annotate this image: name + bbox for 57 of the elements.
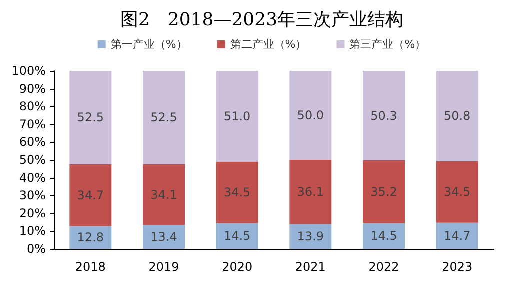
y-tick-label: 60% (19, 135, 46, 150)
y-tick-label: 90% (19, 82, 46, 96)
legend-label: 第一产业（%） (110, 38, 188, 51)
data-label: 14.5 (224, 229, 251, 244)
data-label: 13.4 (150, 230, 178, 244)
bar (290, 224, 332, 249)
data-label: 34.5 (444, 185, 471, 200)
data-label: 51.0 (224, 109, 251, 124)
data-label: 52.5 (77, 110, 104, 125)
data-label: 14.7 (444, 228, 471, 243)
legend-label: 第二产业（%） (230, 38, 307, 51)
x-tick-label: 2023 (442, 260, 473, 274)
bar (70, 226, 112, 249)
data-label: 50.8 (444, 109, 471, 124)
bar (143, 164, 185, 226)
bar (290, 71, 332, 160)
bar (290, 160, 332, 224)
chart-title: 图2 2018—2023年三次产业结构 (120, 10, 404, 30)
bar (216, 223, 258, 249)
bar (216, 162, 258, 224)
y-tick-label: 30% (19, 188, 46, 203)
x-tick-label: 2018 (75, 260, 106, 274)
y-tick-label: 80% (19, 100, 46, 114)
bar (216, 71, 258, 162)
data-label: 14.5 (370, 229, 398, 244)
data-label: 35.2 (370, 184, 398, 199)
data-label: 50.3 (370, 108, 398, 123)
data-label: 12.8 (77, 230, 104, 245)
data-label: 52.5 (150, 110, 178, 125)
bar (363, 160, 405, 224)
x-tick-label: 2020 (222, 260, 253, 274)
bar (70, 164, 112, 226)
data-label: 34.7 (77, 188, 104, 202)
bar (363, 71, 405, 161)
bar (143, 71, 185, 164)
x-tick-label: 2021 (295, 260, 326, 274)
data-label: 50.0 (297, 108, 324, 122)
y-tick-label: 50% (19, 153, 46, 167)
data-label: 36.1 (297, 185, 324, 200)
bar (363, 223, 405, 249)
y-tick-label: 70% (19, 117, 46, 132)
y-tick-label: 20% (19, 206, 46, 220)
y-tick-label: 0% (26, 242, 46, 256)
y-tick-label: 10% (19, 224, 46, 238)
bar (436, 222, 478, 249)
y-tick-label: 40% (19, 170, 46, 185)
data-label: 34.1 (150, 188, 178, 202)
x-tick-label: 2022 (368, 260, 400, 274)
legend-label: 第三产业（%） (350, 38, 426, 51)
data-label: 34.5 (224, 185, 251, 200)
bar (436, 161, 478, 223)
bar (436, 71, 478, 162)
data-label: 13.9 (297, 230, 324, 244)
bar (143, 225, 185, 249)
y-tick-label: 100% (12, 64, 46, 78)
bar (70, 71, 112, 164)
x-tick-label: 2019 (148, 260, 180, 274)
